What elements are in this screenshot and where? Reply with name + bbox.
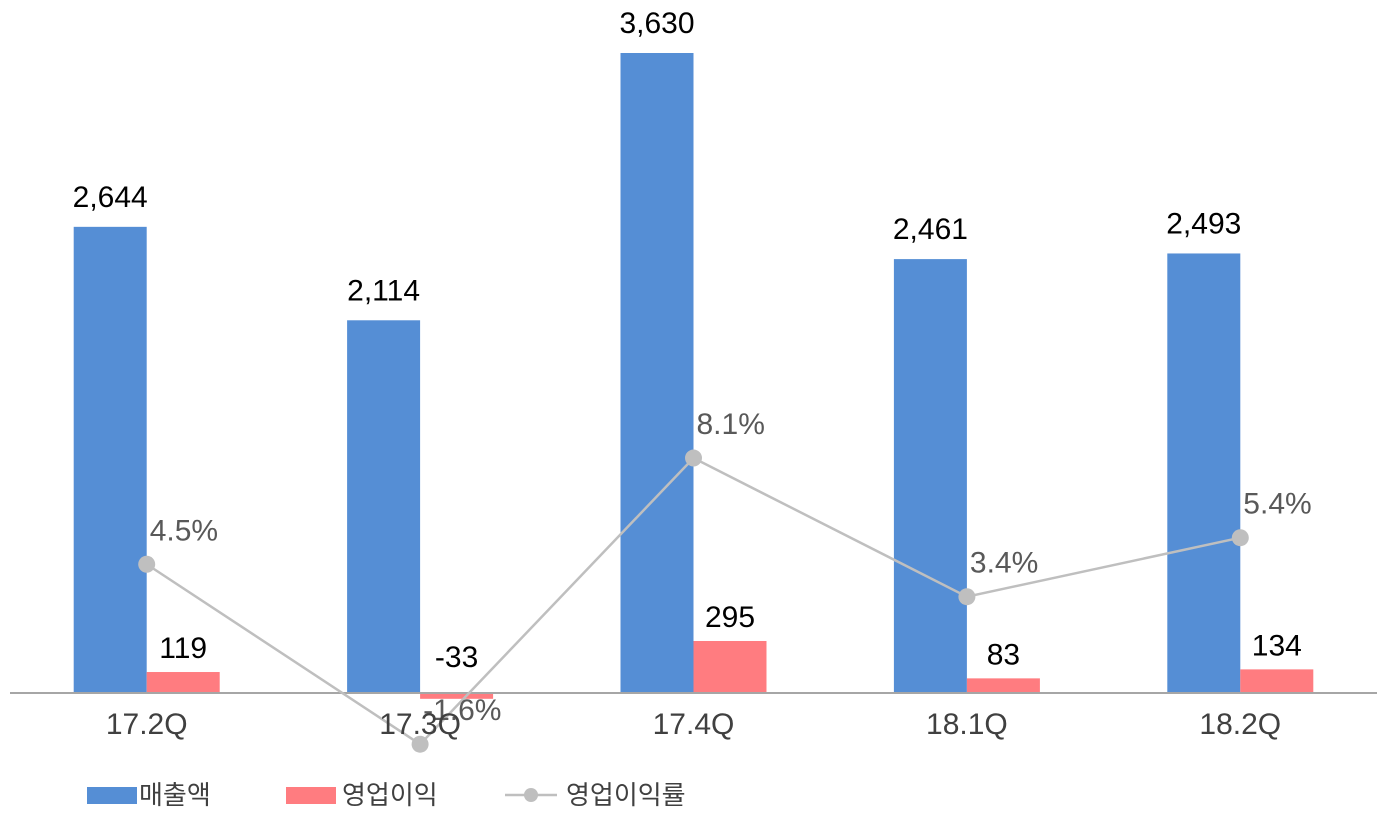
- label-profit-18.1Q: 83: [987, 638, 1020, 671]
- label-sales-18.1Q: 2,461: [893, 213, 968, 246]
- bars-layer: [73, 53, 1314, 699]
- bar-profit-18.2Q: [1240, 669, 1314, 693]
- rate-line-layer: [138, 449, 1249, 753]
- bar-sales-17.2Q: [73, 226, 147, 694]
- x-tick-17.4Q: 17.4Q: [653, 708, 735, 741]
- bar-profit-17.4Q: [693, 640, 767, 693]
- legend-swatch-profit: [286, 787, 336, 804]
- bar-sales-18.2Q: [1167, 253, 1241, 693]
- legend-label-profit: 영업이익: [342, 780, 438, 808]
- label-rate-17.3Q: -1.6%: [423, 694, 501, 727]
- bar-profit-18.1Q: [966, 678, 1040, 693]
- x-axis-ticks: 17.2Q 17.3Q 17.4Q 18.1Q 18.2Q: [106, 708, 1281, 741]
- legend: 매출액 영업이익 영업이익률: [87, 780, 686, 810]
- bar-profit-17.3Q: [420, 693, 494, 699]
- x-tick-17.3Q: 17.3Q: [379, 708, 461, 741]
- rate-point-18.2Q: [1231, 529, 1249, 547]
- legend-label-rate: 영업이익률: [566, 780, 686, 808]
- label-profit-17.4Q: 295: [705, 601, 755, 634]
- label-rate-17.2Q: 4.5%: [150, 514, 218, 547]
- label-profit-18.2Q: 134: [1252, 629, 1302, 662]
- label-rate-18.1Q: 3.4%: [970, 547, 1038, 580]
- rate-point-18.1Q: [958, 588, 976, 606]
- rate-point-17.3Q: [411, 735, 429, 753]
- label-sales-17.4Q: 3,630: [619, 7, 694, 40]
- label-profit-17.3Q: -33: [435, 641, 478, 674]
- label-sales-17.2Q: 2,644: [73, 181, 148, 214]
- label-rate-17.4Q: 8.1%: [697, 408, 765, 441]
- label-rate-18.2Q: 5.4%: [1243, 488, 1311, 521]
- rate-point-17.2Q: [138, 555, 156, 573]
- rate-point-17.4Q: [685, 449, 702, 467]
- x-tick-18.2Q: 18.2Q: [1199, 708, 1281, 741]
- x-tick-17.2Q: 17.2Q: [106, 708, 188, 741]
- label-sales-17.3Q: 2,114: [347, 274, 420, 307]
- legend-swatch-sales: [87, 787, 137, 804]
- x-tick-18.1Q: 18.1Q: [926, 708, 1008, 741]
- label-sales-18.2Q: 2,493: [1166, 207, 1241, 240]
- label-profit-17.2Q: 119: [159, 632, 207, 665]
- legend-marker-rate: [524, 788, 538, 802]
- legend-label-sales: 매출액: [139, 780, 211, 808]
- rate-line: [146, 456, 1241, 746]
- bar-sales-17.3Q: [347, 320, 421, 693]
- data-labels-layer: 2,644 119 2,114 -33 3,630 295 2,461 83 2,493 134 4…: [73, 7, 1312, 727]
- bar-sales-18.1Q: [893, 259, 967, 693]
- bar-profit-17.2Q: [146, 672, 220, 693]
- bar-sales-17.4Q: [620, 53, 694, 693]
